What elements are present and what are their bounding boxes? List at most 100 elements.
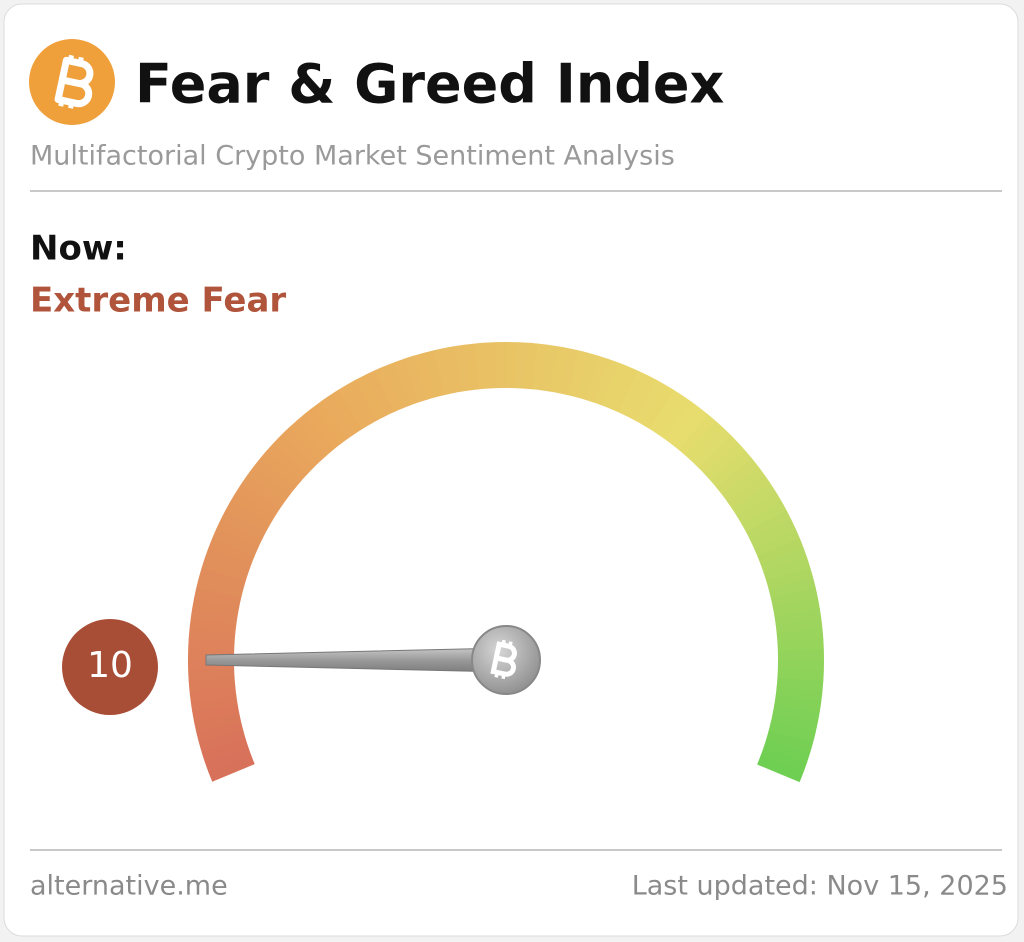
gauge-arc: [312, 401, 348, 445]
logo: [29, 39, 115, 125]
gauge-arc: [649, 389, 684, 435]
gauge-arc: [235, 482, 281, 517]
gauge-arc: [691, 427, 732, 468]
gauge-arc: [194, 587, 242, 607]
gauge-arc: [772, 704, 820, 723]
gauge: 10: [62, 341, 824, 783]
gauge-arc: [201, 738, 249, 763]
gauge-arc: [208, 755, 255, 782]
gauge-arc: [356, 374, 387, 421]
updated: Last updated: Nov 15, 2025: [632, 871, 1008, 902]
gauge-arc: [775, 618, 823, 634]
gauge-arc: [541, 344, 559, 392]
gauge-arc: [433, 348, 454, 396]
gauge-arc: [745, 510, 792, 541]
gauge-arc: [338, 384, 371, 430]
gauge-arc: [777, 639, 824, 652]
gauge-arc: [198, 567, 246, 590]
gauge-arc: [208, 537, 255, 565]
gauge-arc: [760, 547, 808, 573]
gauge-arc: [443, 346, 463, 394]
gauge-arc: [393, 358, 419, 406]
gauge-arc: [710, 450, 753, 488]
gauge-arc: [576, 352, 599, 400]
gauge-arc: [736, 492, 782, 525]
gauge-arc: [584, 355, 609, 403]
status-heading: Now:: [30, 229, 127, 269]
subtitle: Multifactorial Crypto Market Sentiment A…: [30, 141, 675, 172]
gauge-arc: [753, 528, 800, 557]
gauge-arc: [196, 721, 244, 743]
gauge-arc: [212, 528, 259, 556]
gauge-arc: [273, 434, 314, 475]
gauge-arc: [384, 362, 411, 409]
source: alternative.me: [30, 871, 228, 902]
gauge-arc: [766, 730, 814, 753]
gauge-arc: [454, 344, 471, 392]
gauge-arc: [192, 703, 240, 723]
gauge-arc: [241, 474, 286, 509]
gauge-arc: [567, 350, 589, 398]
value-label: 10: [87, 645, 133, 686]
gauge-arc: [774, 608, 822, 625]
gauge-arc: [474, 342, 489, 390]
gauge-arc: [188, 677, 236, 692]
gauge-arc: [766, 567, 814, 591]
gauge-arc: [204, 547, 252, 573]
gauge-arc: [685, 420, 724, 462]
gauge-arc: [610, 366, 638, 413]
gauge-arc: [329, 389, 363, 434]
gauge-arc: [201, 557, 249, 582]
gauge-arc: [403, 355, 428, 403]
gauge-arc: [189, 686, 237, 702]
gauge-arc: [288, 420, 327, 462]
gauge-arc: [757, 538, 804, 565]
gauge-arc: [495, 341, 507, 389]
gauge-arc: [296, 413, 334, 456]
gauge-arc: [749, 519, 796, 549]
gauge-arc: [514, 342, 528, 389]
gauge-arc: [763, 738, 811, 763]
gauge-arc: [320, 395, 356, 439]
gauge-arc: [618, 370, 648, 417]
gauge-arc: [732, 483, 777, 517]
gauge-arc: [374, 366, 403, 413]
gauge-arc: [550, 346, 569, 394]
gauge-arc: [413, 352, 437, 400]
gauge-arc: [225, 500, 271, 532]
gauge-arc: [664, 401, 700, 445]
value-badge: [62, 619, 158, 715]
gauge-arc: [247, 466, 291, 502]
gauge-arc: [763, 557, 811, 582]
hub-logo: [494, 639, 513, 680]
gauge-arc: [721, 466, 765, 502]
gauge-arc: [464, 343, 480, 391]
gauge-arc: [768, 577, 816, 599]
gauge-arc: [704, 442, 746, 481]
gauge-arc: [770, 587, 818, 608]
gauge-arc: [304, 407, 341, 450]
gauge-arc: [423, 350, 445, 398]
gauge-arc: [774, 695, 822, 713]
gauge-arc: [204, 747, 252, 773]
gauge-arc: [194, 712, 242, 733]
title: Fear & Greed Index: [135, 53, 725, 116]
gauge-arc: [532, 343, 549, 391]
gauge-arc: [188, 668, 235, 681]
gauge-arc: [559, 348, 579, 396]
gauge-arc: [671, 407, 709, 451]
gauge-arc: [642, 384, 675, 430]
gauge-arc: [253, 457, 297, 495]
gauge-arc: [601, 362, 629, 409]
gauge-arc: [634, 379, 666, 425]
gauge-arc: [260, 449, 302, 488]
gauge-arc: [775, 686, 823, 703]
gauge-arc: [727, 474, 771, 510]
gauge-arc: [760, 747, 808, 773]
gauge-arc: [777, 649, 824, 661]
gauge-arc: [593, 358, 619, 406]
gauge-arc: [506, 342, 517, 389]
gauge-arc: [347, 379, 379, 425]
gauge-arc: [776, 628, 824, 643]
gauge-arc: [365, 370, 395, 417]
